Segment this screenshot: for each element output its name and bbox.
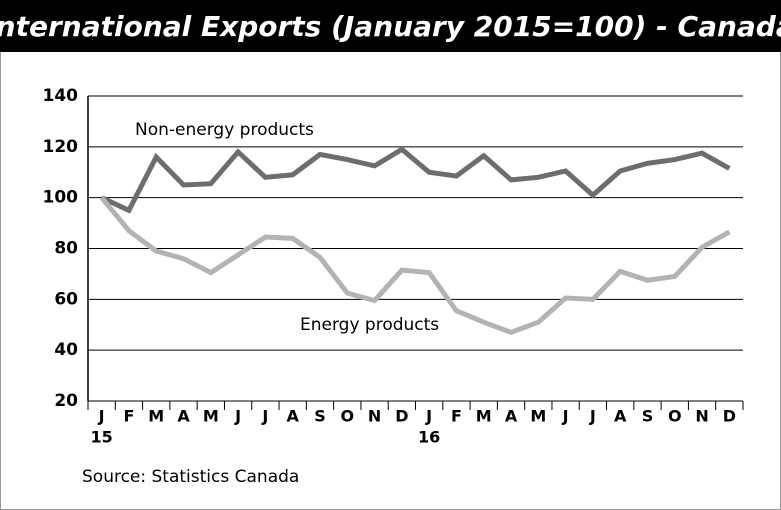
x-tick-label: J	[425, 407, 432, 426]
y-tick-label: 140	[43, 86, 79, 106]
x-tick-label: J	[589, 407, 596, 426]
x-tick-label: A	[286, 407, 299, 426]
y-tick-label: 20	[54, 391, 78, 411]
x-tick-label: F	[123, 407, 134, 426]
series-label: Non-energy products	[135, 120, 314, 140]
series-label: Energy products	[300, 315, 439, 335]
y-tick-label: 120	[43, 137, 79, 157]
x-tick-label: O	[668, 407, 682, 426]
x-tick-label: J	[98, 407, 105, 426]
x-tick-label: N	[695, 407, 708, 426]
x-tick-label: J	[234, 407, 241, 426]
y-tick-label: 100	[43, 188, 79, 208]
x-tick-label: A	[505, 407, 518, 426]
y-tick-label: 60	[54, 289, 78, 309]
x-tick-label: M	[530, 407, 546, 426]
x-tick-label: S	[314, 407, 326, 426]
x-tick-label: M	[148, 407, 164, 426]
x-tick-label: O	[340, 407, 354, 426]
x-tick-label: F	[451, 407, 462, 426]
x-tick-label: M	[476, 407, 492, 426]
chart-title: International Exports (January 2015=100)…	[0, 10, 781, 43]
x-tick-label: D	[395, 407, 408, 426]
x-tick-label: D	[723, 407, 736, 426]
series-line	[100, 146, 731, 214]
y-tick-label: 80	[54, 239, 78, 259]
x-tick-label: S	[642, 407, 654, 426]
source: Source: Statistics Canada	[82, 467, 299, 487]
x-tick-label: N	[368, 407, 381, 426]
x-tick-label: J	[562, 407, 569, 426]
series-line	[99, 196, 731, 336]
x-tick-label: A	[177, 407, 190, 426]
x-tick-label: J	[261, 407, 268, 426]
x-tick-label: A	[614, 407, 627, 426]
year-label: 16	[418, 428, 440, 447]
title-bar	[0, 0, 781, 52]
y-tick-label: 40	[54, 340, 78, 360]
year-label: 15	[91, 428, 113, 447]
x-tick-label: M	[203, 407, 219, 426]
